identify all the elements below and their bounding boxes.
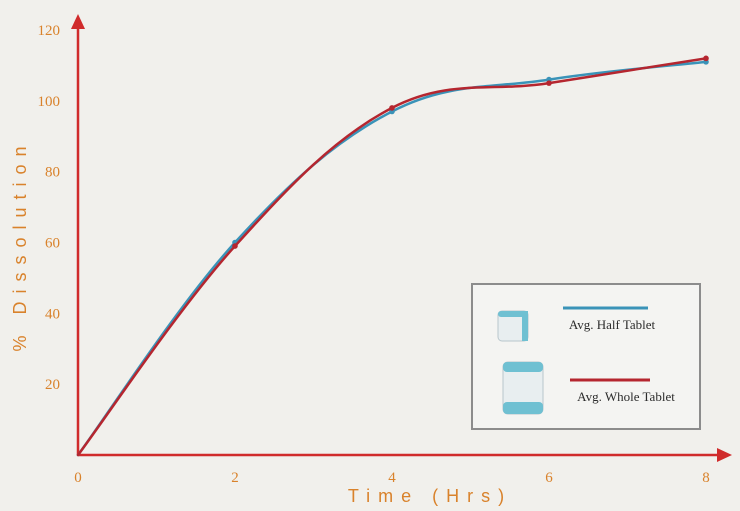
data-point: [232, 243, 238, 249]
data-point: [546, 80, 552, 86]
y-tick-label: 80: [45, 165, 60, 181]
x-tick-label: 0: [74, 470, 82, 486]
series-lines: [76, 55, 709, 457]
series-line-1: [76, 57, 708, 457]
axes: [71, 14, 732, 462]
y-tick-label: 60: [45, 236, 60, 252]
y-tick-label: 120: [38, 23, 61, 39]
y-tick-label: 40: [45, 306, 60, 322]
legend: Avg. Half Tablet Avg. Whole Tablet: [471, 283, 701, 430]
x-axis-title: Time (Hrs): [348, 486, 512, 506]
x-axis-arrow: [717, 448, 732, 462]
legend-label-half-tablet: Avg. Half Tablet: [569, 317, 656, 332]
half-tablet-icon: [497, 310, 529, 342]
x-tick-label: 8: [702, 470, 710, 486]
x-tick-label: 4: [388, 470, 396, 486]
data-point: [703, 55, 709, 62]
y-tick-label: 20: [45, 377, 60, 393]
y-tick-label: 100: [38, 94, 61, 110]
data-point: [389, 105, 395, 111]
whole-tablet-icon: [502, 361, 544, 415]
legend-label-whole-tablet: Avg. Whole Tablet: [577, 389, 675, 404]
series-line-0: [76, 60, 708, 457]
y-axis-title: % Dissolution: [10, 138, 30, 351]
tick-labels: 0 2 4 6 8 20 40 60 80 100 120: [38, 23, 710, 486]
x-tick-label: 6: [545, 470, 553, 486]
y-axis-arrow: [71, 14, 85, 29]
x-tick-label: 2: [231, 470, 239, 486]
